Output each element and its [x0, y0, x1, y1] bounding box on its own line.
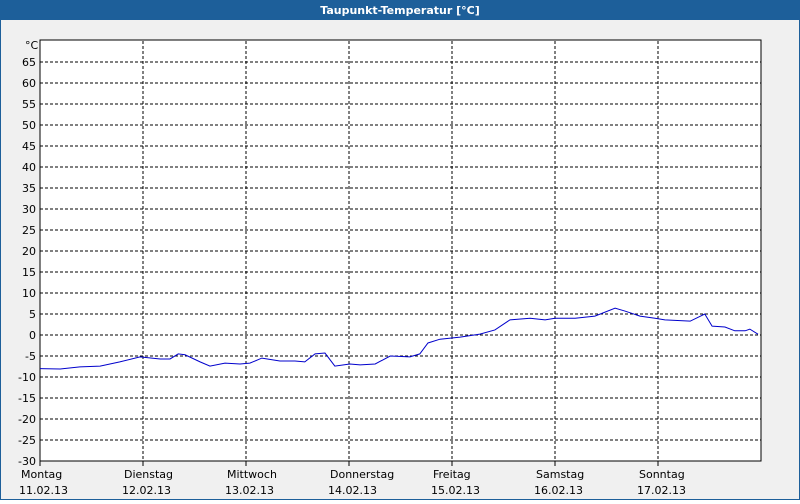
y-tick-label: 65 — [22, 56, 36, 69]
y-tick-label: 30 — [22, 203, 36, 216]
x-tick-date: 15.02.13 — [431, 484, 480, 497]
y-tick-label: 40 — [22, 161, 36, 174]
y-tick-label: 35 — [22, 182, 36, 195]
y-tick-label: 45 — [22, 140, 36, 153]
x-tick-date: 14.02.13 — [328, 484, 377, 497]
y-tick-label: 60 — [22, 77, 36, 90]
y-tick-label: 5 — [29, 308, 36, 321]
y-tick-label: 55 — [22, 98, 36, 111]
y-tick-label: 20 — [22, 245, 36, 258]
y-tick-label: -10 — [18, 371, 36, 384]
y-tick-label: -20 — [18, 413, 36, 426]
x-tick-label: Mittwoch — [227, 468, 277, 481]
y-tick-label: 25 — [22, 224, 36, 237]
x-tick-label: Freitag — [433, 468, 471, 481]
y-tick-label: 0 — [29, 329, 36, 342]
data-line — [39, 307, 759, 370]
x-tick-date: 12.02.13 — [122, 484, 171, 497]
x-tick-label: Samstag — [536, 468, 584, 481]
title-bar — [0, 0, 800, 20]
y-tick-label: -25 — [18, 434, 36, 447]
x-tick-label: Dienstag — [124, 468, 173, 481]
x-tick-label: Montag — [21, 468, 62, 481]
x-tick-label: Donnerstag — [330, 468, 394, 481]
x-tick-label: Sonntag — [639, 468, 685, 481]
y-tick-label: 15 — [22, 266, 36, 279]
y-unit: °C — [25, 39, 39, 52]
x-tick-date: 16.02.13 — [534, 484, 583, 497]
y-tick-label: -5 — [25, 350, 36, 363]
x-tick-date: 11.02.13 — [19, 484, 68, 497]
y-tick-label: 50 — [22, 119, 36, 132]
x-tick-date: 13.02.13 — [225, 484, 274, 497]
y-tick-label: -30 — [18, 455, 36, 468]
chart-title: Taupunkt-Temperatur [°C] — [320, 4, 480, 17]
y-tick-label: -15 — [18, 392, 36, 405]
y-tick-label: 10 — [22, 287, 36, 300]
x-tick-date: 17.02.13 — [637, 484, 686, 497]
